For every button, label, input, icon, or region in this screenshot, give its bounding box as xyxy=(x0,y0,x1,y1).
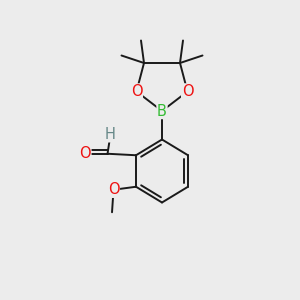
Text: B: B xyxy=(157,103,167,118)
Text: O: O xyxy=(108,182,119,197)
Text: O: O xyxy=(182,84,193,99)
Text: H: H xyxy=(105,127,116,142)
Text: O: O xyxy=(79,146,91,161)
Text: O: O xyxy=(131,84,142,99)
